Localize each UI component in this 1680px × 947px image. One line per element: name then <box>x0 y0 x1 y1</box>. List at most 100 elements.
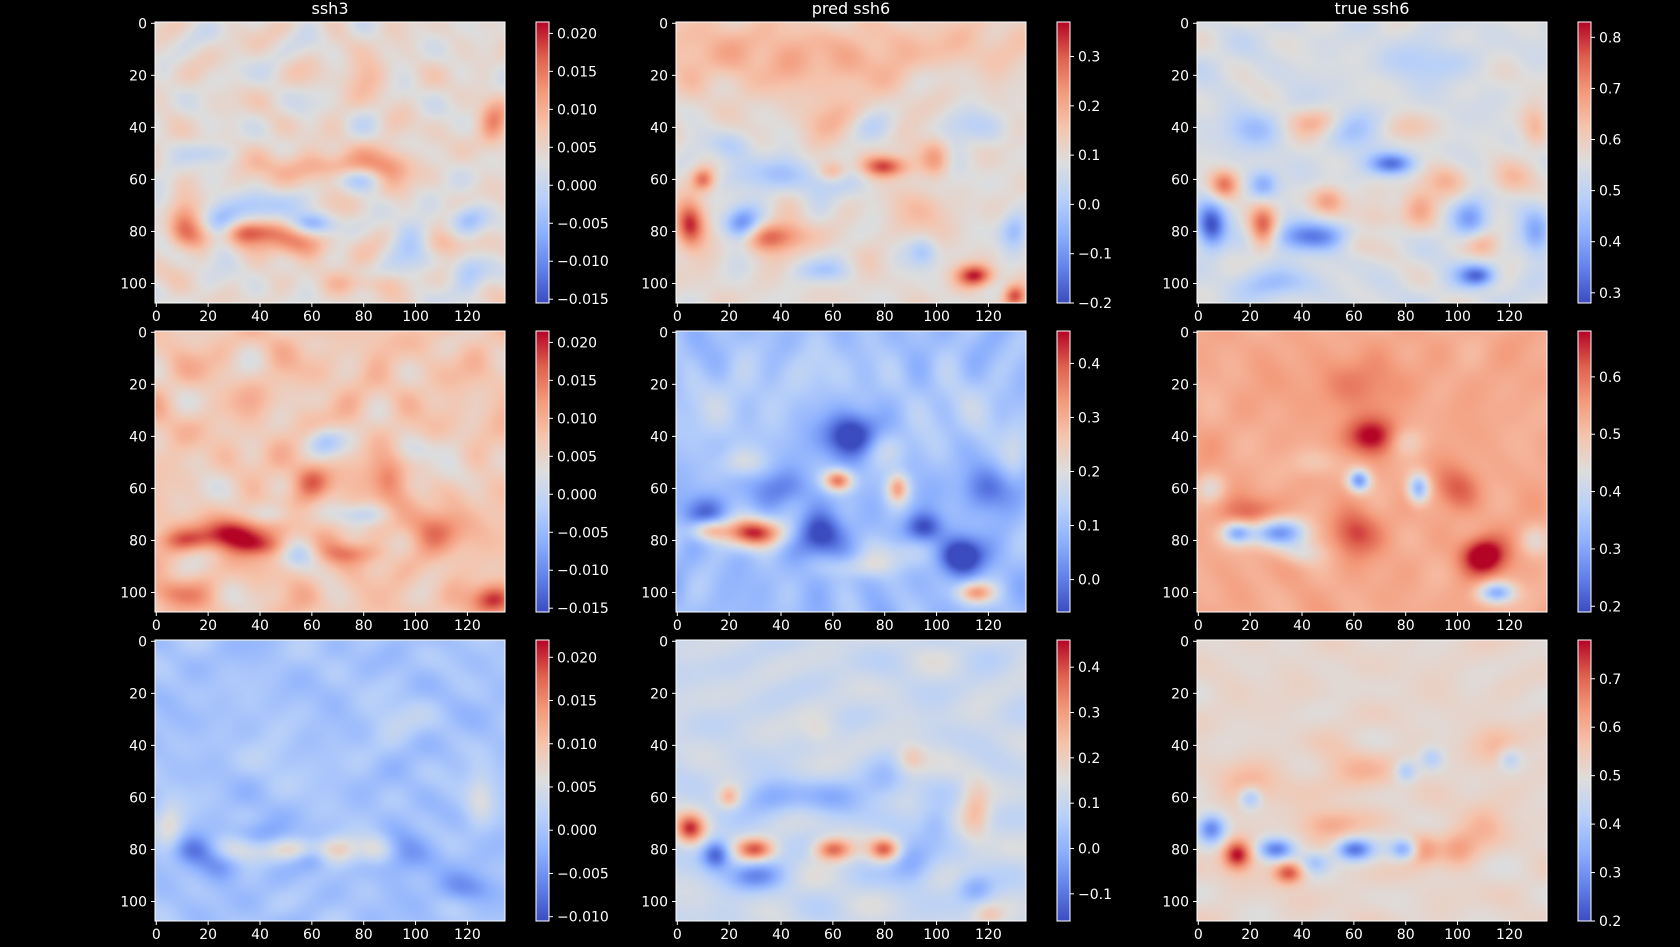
plot-frame <box>154 330 506 613</box>
colorbar-tick-label: 0.2 <box>1078 751 1100 767</box>
y-tick-label: 60 <box>650 790 668 806</box>
y-tick-label: 60 <box>1171 172 1189 188</box>
x-tick-label: 40 <box>772 309 790 325</box>
y-tick-label: 80 <box>650 842 668 858</box>
plot-frame <box>1196 21 1548 304</box>
colorbar-tick-label: 0.020 <box>557 335 597 351</box>
colorbar <box>1057 640 1070 921</box>
x-tick-label: 20 <box>720 618 738 634</box>
x-tick-label: 20 <box>1241 309 1259 325</box>
x-tick-label: 40 <box>772 618 790 634</box>
y-tick-label: 80 <box>129 224 147 240</box>
y-tick-label: 80 <box>650 533 668 549</box>
colorbar-tick-label: −0.010 <box>557 254 609 270</box>
plot-frame <box>1196 639 1548 922</box>
x-tick-label: 80 <box>1397 618 1415 634</box>
x-tick-label: 80 <box>876 927 894 943</box>
y-tick-label: 100 <box>641 894 668 910</box>
colorbar-tick-label: 0.6 <box>1599 133 1621 149</box>
x-tick-label: 0 <box>673 927 682 943</box>
y-tick-label: 80 <box>650 224 668 240</box>
y-tick-label: 80 <box>1171 224 1189 240</box>
colorbar-frame <box>535 639 550 922</box>
colorbar-frame <box>1577 21 1592 304</box>
heatmap-image <box>676 22 1026 303</box>
plot-frame <box>1196 330 1548 613</box>
colorbar-tick-label: 0.2 <box>1599 914 1621 930</box>
x-tick-label: 60 <box>824 309 842 325</box>
panel-r2-c2: 0 20 40 60 80 100 120 0 20 40 60 80 100 0.0 0.1 0.2 0.3 0… <box>641 325 1100 634</box>
x-tick-label: 40 <box>772 927 790 943</box>
colorbar-tick-label: 0.5 <box>1599 769 1621 785</box>
colorbar-tick-label: 0.4 <box>1599 485 1621 501</box>
y-tick-label: 20 <box>1171 686 1189 702</box>
x-tick-label: 120 <box>975 927 1002 943</box>
colorbar-tick-label: 0.1 <box>1078 796 1100 812</box>
heatmap-image <box>1197 22 1547 303</box>
colorbar-frame <box>535 21 550 304</box>
colorbar <box>1578 640 1591 921</box>
x-tick-label: 0 <box>1194 309 1203 325</box>
colorbar-tick-label: 0.015 <box>557 64 597 80</box>
heatmap-image <box>676 331 1026 612</box>
colorbar-tick-label: −0.015 <box>557 292 609 308</box>
colorbar-tick-label: 0.015 <box>557 694 597 710</box>
colorbar-tick-label: 0.2 <box>1599 599 1621 615</box>
y-tick-label: 40 <box>129 429 147 445</box>
x-tick-label: 120 <box>1496 927 1523 943</box>
x-tick-label: 20 <box>199 309 217 325</box>
colorbar-tick-label: 0.3 <box>1599 542 1621 558</box>
colorbar-tick-label: 0.000 <box>557 487 597 503</box>
x-tick-label: 100 <box>402 309 429 325</box>
colorbar-tick-label: −0.010 <box>557 563 609 579</box>
colorbar-frame <box>1577 639 1592 922</box>
y-tick-label: 60 <box>129 481 147 497</box>
x-tick-label: 80 <box>876 618 894 634</box>
heatmap-image <box>1197 331 1547 612</box>
x-tick-label: 100 <box>402 927 429 943</box>
x-tick-label: 120 <box>975 618 1002 634</box>
y-tick-label: 20 <box>129 686 147 702</box>
panel-r3-c1: 0 20 40 60 80 100 120 0 20 40 60 80 100 −0.010 −0.005 0… <box>120 634 609 943</box>
y-tick-label: 100 <box>120 585 147 601</box>
y-tick-label: 20 <box>129 68 147 84</box>
column-title-3: true ssh6 <box>1335 0 1410 18</box>
colorbar-tick-label: 0.0 <box>1078 841 1100 857</box>
x-tick-label: 40 <box>251 309 269 325</box>
y-tick-label: 60 <box>650 172 668 188</box>
x-tick-label: 100 <box>1444 309 1471 325</box>
x-tick-label: 0 <box>152 309 161 325</box>
colorbar-tick-label: 0.010 <box>557 411 597 427</box>
colorbar-tick-label: 0.4 <box>1078 356 1100 372</box>
x-tick-label: 80 <box>355 309 373 325</box>
y-tick-label: 80 <box>129 842 147 858</box>
colorbar-tick-label: −0.015 <box>557 601 609 617</box>
colorbar-tick-label: 0.3 <box>1078 410 1100 426</box>
plot-frame <box>675 330 1027 613</box>
colorbar-tick-label: 0.2 <box>1078 99 1100 115</box>
colorbar-tick-label: 0.6 <box>1599 370 1621 386</box>
y-tick-label: 100 <box>1162 276 1189 292</box>
x-tick-label: 60 <box>303 309 321 325</box>
x-tick-label: 100 <box>923 309 950 325</box>
x-tick-label: 0 <box>152 927 161 943</box>
colorbar-tick-label: 0.0 <box>1078 573 1100 589</box>
colorbar-tick-label: 0.4 <box>1078 660 1100 676</box>
y-tick-label: 80 <box>1171 533 1189 549</box>
x-tick-label: 80 <box>876 309 894 325</box>
y-tick-label: 0 <box>1180 16 1189 32</box>
colorbar-tick-label: 0.8 <box>1599 30 1621 46</box>
colorbar-tick-label: 0.1 <box>1078 148 1100 164</box>
y-tick-label: 20 <box>650 686 668 702</box>
colorbar-tick-label: 0.5 <box>1599 427 1621 443</box>
heatmap-image <box>676 640 1026 921</box>
x-tick-label: 100 <box>402 618 429 634</box>
colorbar-tick-label: 0.3 <box>1599 866 1621 882</box>
y-tick-label: 0 <box>659 634 668 650</box>
colorbar-tick-label: −0.010 <box>557 910 609 926</box>
x-tick-label: 80 <box>1397 309 1415 325</box>
x-tick-label: 60 <box>1345 309 1363 325</box>
colorbar-tick-label: 0.0 <box>1078 197 1100 213</box>
x-tick-label: 0 <box>152 618 161 634</box>
